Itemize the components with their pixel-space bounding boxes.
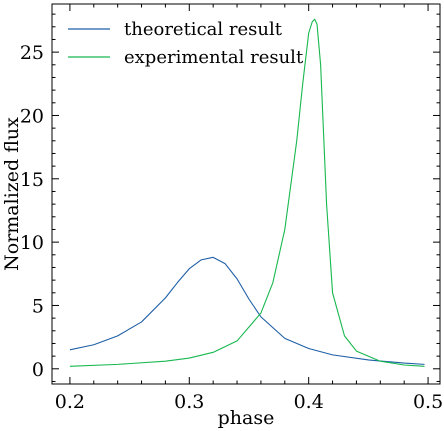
plot-frame	[51, 3, 441, 385]
y-tick-label: 15	[20, 169, 44, 191]
y-tick-label: 20	[20, 105, 44, 127]
y-tick-label: 25	[20, 42, 44, 64]
x-axis-label: phase	[218, 407, 275, 429]
series-line-0	[69, 256, 425, 365]
x-tick-label: 0.3	[174, 391, 204, 413]
y-axis-label: Normalized flux	[1, 117, 23, 271]
legend-entry-experimental: experimental result	[124, 47, 304, 68]
y-tick-label: 10	[20, 232, 44, 254]
series-line-1	[69, 18, 425, 367]
tick-layer: 0.2 0.3 0.4 0.5 0 5 10 15 20 25	[20, 4, 443, 413]
y-tick-label: 0	[32, 359, 44, 381]
y-tick-label: 5	[32, 295, 44, 317]
legend-entry-theoretical: theoretical result	[124, 19, 283, 40]
x-tick-label: 0.5	[413, 391, 443, 413]
x-tick-label: 0.2	[55, 391, 85, 413]
legend: theoretical result experimental result	[68, 19, 304, 68]
x-tick-label: 0.4	[294, 391, 324, 413]
series-layer	[69, 18, 425, 367]
